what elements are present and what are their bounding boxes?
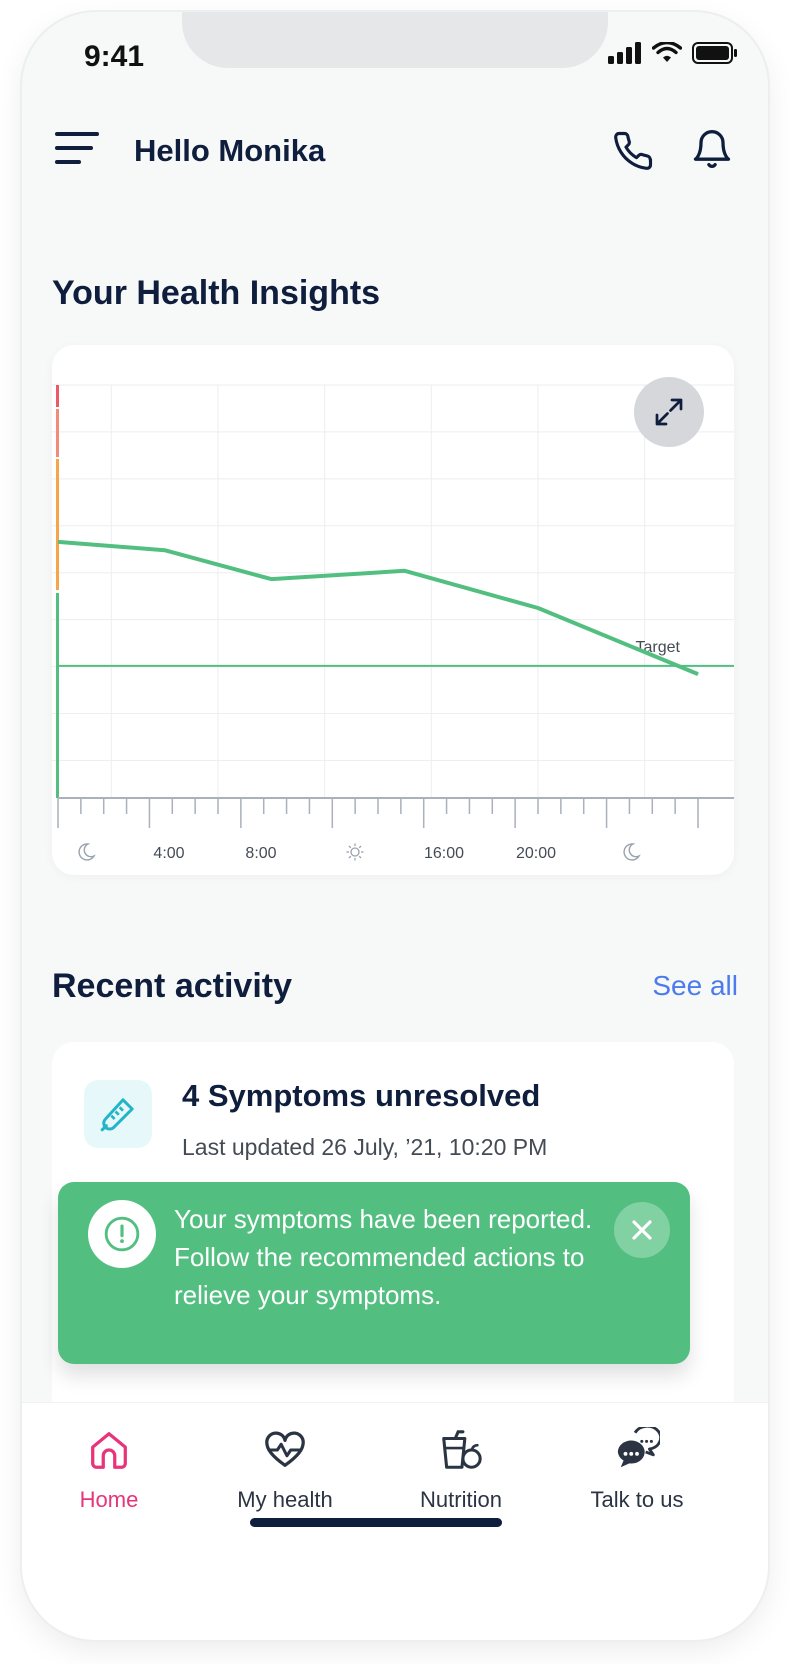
menu-button[interactable] [55,130,101,170]
device-notch [182,12,608,68]
x-tick-label: 8:00 [245,845,276,862]
close-icon [632,1220,652,1240]
expand-icon [655,398,683,426]
phone-icon [614,131,653,170]
activity-icon-wrap [84,1080,152,1148]
nav-talk-to-us[interactable]: Talk to us [562,1421,712,1513]
x-tick-label: 20:00 [516,845,556,862]
symptoms-reported-toast: Your symptoms have been reported. Follow… [58,1182,690,1364]
series-line [57,539,699,676]
data-point [270,578,272,580]
data-point [57,541,59,543]
expand-chart-button[interactable] [634,377,704,447]
nav-my-health[interactable]: My health [210,1421,360,1513]
home-icon [91,1432,127,1469]
bell-icon [693,130,731,168]
moon-icon [623,843,641,861]
phone-screen: 9:41 Hello Monika [22,12,768,1640]
activity-title: 4 Symptoms unresolved [182,1078,541,1113]
greeting-text: Hello Monika [134,133,326,168]
battery-icon [692,42,737,64]
moon-icon [78,843,96,861]
toast-close-button[interactable] [614,1202,670,1258]
heart-pulse-icon [265,1431,305,1467]
nav-nutrition-label: Nutrition [420,1487,502,1512]
insights-title: Your Health Insights [52,274,381,312]
range-bar-segment [56,409,59,457]
data-point [164,549,166,551]
target-label: Target [636,639,681,656]
info-alert-icon [104,1216,140,1252]
notifications-button[interactable] [690,126,734,174]
health-chart-card: 4:00 8:00 16:00 20:00 Target [52,345,734,875]
wifi-icon [652,42,682,62]
hamburger-icon [55,132,99,164]
alert-icon-wrap [88,1200,156,1268]
nav-home-label: Home [79,1487,139,1512]
range-bar-segment [56,385,59,407]
health-chart: 4:00 8:00 16:00 20:00 Target [52,384,734,862]
data-point [404,570,406,572]
sun-icon [346,843,364,861]
nav-nutrition[interactable]: Nutrition [386,1421,536,1513]
recent-activity-title: Recent activity [52,967,292,1005]
call-button[interactable] [612,130,654,172]
data-point [537,607,539,609]
x-tick-label: 4:00 [153,845,184,862]
range-bar-segment [56,593,59,798]
x-tick-label: 16:00 [424,845,464,862]
status-time: 9:41 [84,40,145,73]
chat-icon [617,1427,660,1468]
home-indicator [250,1518,502,1527]
nav-talk-to-us-label: Talk to us [590,1487,684,1512]
nav-home[interactable]: Home [34,1421,184,1513]
range-bar-segment [56,459,59,590]
thermometer-icon [100,1098,134,1132]
activity-subtitle: Last updated 26 July, ’21, 10:20 PM [182,1134,548,1160]
app-header: Hello Monika [22,120,768,190]
see-all-link[interactable]: See all [652,970,738,1001]
toast-message: Your symptoms have been reported. Follow… [174,1204,593,1310]
nav-my-health-label: My health [237,1487,333,1512]
nutrition-icon [442,1430,482,1469]
signal-icon [608,42,641,64]
status-icons [608,42,738,64]
data-point [697,673,699,675]
